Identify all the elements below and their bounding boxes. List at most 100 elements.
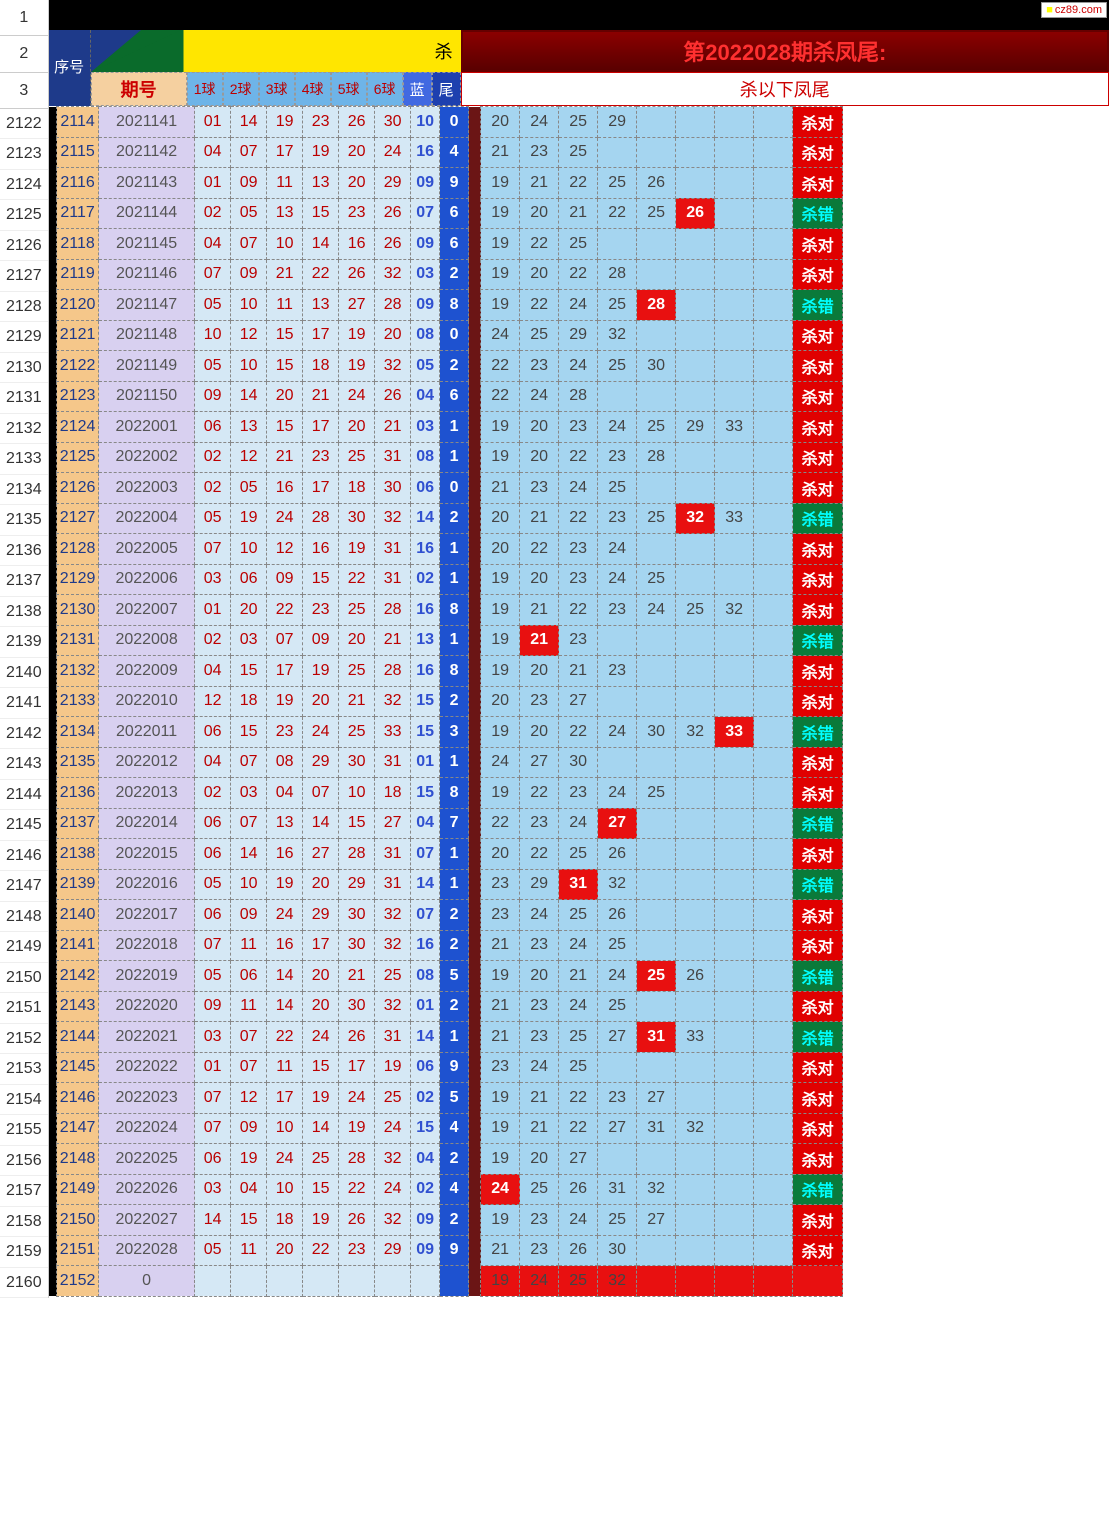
right-cell: 22 (559, 1113, 598, 1144)
seq-cell: 2132 (57, 656, 99, 687)
lan-cell: 15 (411, 686, 440, 717)
lan-cell: 02 (411, 564, 440, 595)
right-cell (598, 747, 637, 778)
gap (49, 168, 57, 199)
issue-cell: 2022021 (99, 1022, 195, 1053)
ball-cell: 21 (375, 412, 411, 443)
right-cell: 29 (598, 107, 637, 138)
right-cell: 21 (559, 656, 598, 687)
right-cell: 27 (559, 1144, 598, 1175)
table-row: 21232021150091420212426046222428杀对 (49, 381, 843, 412)
wei-cell (440, 1266, 469, 1297)
right-cell (715, 1205, 754, 1236)
ball-cell: 12 (267, 534, 303, 565)
right-cell: 20 (520, 717, 559, 748)
right-cell (754, 259, 793, 290)
ball-cell: 19 (231, 503, 267, 534)
gap (49, 1144, 57, 1175)
result-cell: 杀错 (793, 503, 843, 534)
sep (469, 381, 481, 412)
ball-cell: 21 (339, 961, 375, 992)
ball-cell: 06 (195, 717, 231, 748)
right-cell (676, 625, 715, 656)
right-cell: 30 (637, 717, 676, 748)
result-cell: 杀对 (793, 930, 843, 961)
seq-cell: 2150 (57, 1205, 99, 1236)
right-cell (715, 168, 754, 199)
right-cell: 23 (481, 900, 520, 931)
gap (49, 991, 57, 1022)
row-number: 2150 (0, 963, 48, 994)
issue-cell: 2022009 (99, 656, 195, 687)
row-number: 2155 (0, 1115, 48, 1146)
right-cell (715, 1052, 754, 1083)
row-number: 2143 (0, 749, 48, 780)
right-cell: 32 (598, 869, 637, 900)
result-cell: 杀对 (793, 1144, 843, 1175)
ball-cell: 32 (375, 686, 411, 717)
right-cell: 19 (481, 1083, 520, 1114)
lan-cell (411, 1266, 440, 1297)
ball-cell: 31 (375, 839, 411, 870)
right-cell: 23 (520, 473, 559, 504)
ball-cell: 23 (267, 717, 303, 748)
ball-cell: 16 (267, 473, 303, 504)
ball-cell: 26 (375, 198, 411, 229)
ball-cell: 19 (339, 534, 375, 565)
right-cell: 24 (559, 1205, 598, 1236)
ball-cell: 06 (195, 1144, 231, 1175)
ball-cell: 19 (339, 320, 375, 351)
seq-cell: 2151 (57, 1235, 99, 1266)
right-cell (637, 259, 676, 290)
row-number: 2158 (0, 1207, 48, 1238)
issue-cell: 2022011 (99, 717, 195, 748)
wei-cell: 1 (440, 869, 469, 900)
gap (49, 229, 57, 260)
ball-cell: 14 (303, 1113, 339, 1144)
right-cell (754, 137, 793, 168)
ball-cell: 31 (375, 869, 411, 900)
ball-cell: 05 (195, 869, 231, 900)
wei-cell: 3 (440, 717, 469, 748)
wei-cell: 5 (440, 961, 469, 992)
right-cell (754, 442, 793, 473)
row-number: 2136 (0, 536, 48, 567)
row-number: 2159 (0, 1237, 48, 1268)
ball-cell: 02 (195, 473, 231, 504)
right-cell: 19 (481, 717, 520, 748)
right-cell: 25 (559, 839, 598, 870)
ball-cell: 06 (195, 412, 231, 443)
table-row: 21352022012040708293031011242730杀对 (49, 747, 843, 778)
seq-cell: 2147 (57, 1113, 99, 1144)
wei-cell: 8 (440, 290, 469, 321)
sep (469, 1052, 481, 1083)
issue-cell: 2022027 (99, 1205, 195, 1236)
lan-cell: 13 (411, 625, 440, 656)
right-cell: 23 (481, 1052, 520, 1083)
wei-cell: 4 (440, 1174, 469, 1205)
row-number: 2122 (0, 109, 48, 140)
ball-cell: 03 (195, 1174, 231, 1205)
issue-cell: 2021142 (99, 137, 195, 168)
sep (469, 168, 481, 199)
right-cell: 27 (598, 1022, 637, 1053)
right-cell: 21 (481, 473, 520, 504)
issue-cell: 2022003 (99, 473, 195, 504)
lan-cell: 15 (411, 717, 440, 748)
ball-cell: 11 (267, 1052, 303, 1083)
ball-cell: 22 (303, 259, 339, 290)
right-cell: 33 (715, 717, 754, 748)
right-cell (754, 412, 793, 443)
wei-cell: 0 (440, 320, 469, 351)
ball-cell: 03 (231, 625, 267, 656)
lan-cell: 15 (411, 778, 440, 809)
issue-cell: 2022016 (99, 869, 195, 900)
ball-cell: 19 (267, 107, 303, 138)
right-cell: 25 (637, 778, 676, 809)
table-row: 212220211490510151819320522223242530杀对 (49, 351, 843, 382)
issue-cell: 2022001 (99, 412, 195, 443)
result-cell: 杀错 (793, 1174, 843, 1205)
ball-cell: 20 (231, 595, 267, 626)
ball-cell: 14 (231, 107, 267, 138)
result-cell: 杀对 (793, 564, 843, 595)
